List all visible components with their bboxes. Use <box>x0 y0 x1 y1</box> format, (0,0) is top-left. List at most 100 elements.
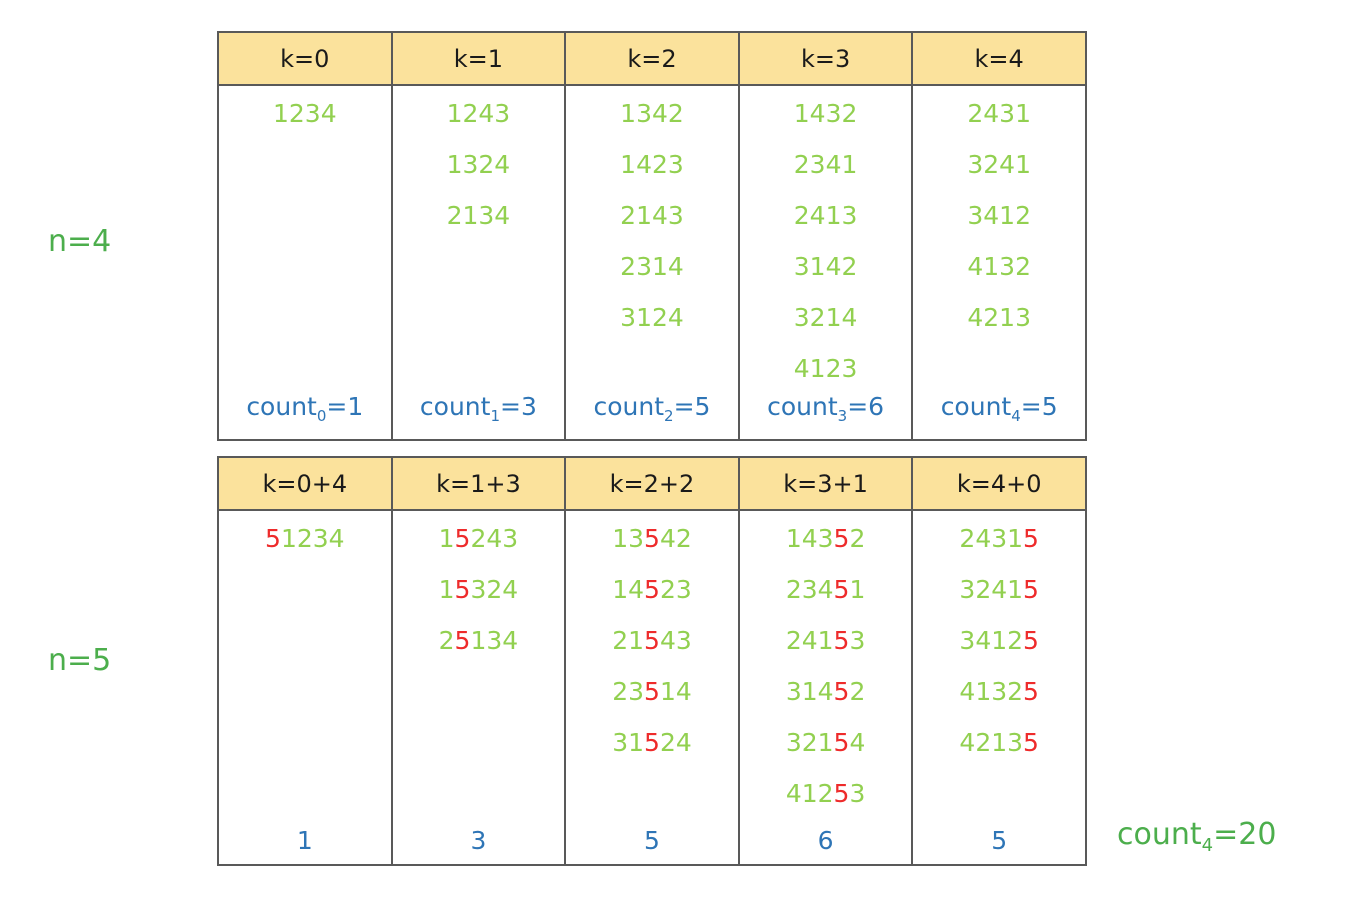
inserted-digit: 5 <box>833 677 850 706</box>
digit: 2 <box>785 575 802 604</box>
header-row: k=0+4 k=1+3 k=2+2 k=3+1 k=4+0 <box>219 458 1085 511</box>
header-row: k=0 k=1 k=2 k=3 k=4 <box>219 33 1085 86</box>
count-value: =6 <box>847 392 885 421</box>
digit: 1 <box>801 677 818 706</box>
permutation-entry: 15324 <box>393 575 565 605</box>
permutation-entry: 1324 <box>446 150 511 179</box>
count-value: =5 <box>1020 392 1058 421</box>
digit: 3 <box>959 626 976 655</box>
digit: 2 <box>612 677 629 706</box>
digit: 1 <box>438 575 455 604</box>
digit: 2 <box>801 728 818 757</box>
inserted-digit: 5 <box>644 728 660 757</box>
permutation-entry: 2134 <box>446 201 511 230</box>
total-count-value: =20 <box>1213 817 1277 852</box>
digit: 3 <box>628 677 645 706</box>
count-base: count <box>419 392 491 421</box>
digit: 3 <box>612 728 629 757</box>
digit: 2 <box>975 728 992 757</box>
digit: 3 <box>801 575 818 604</box>
digit: 3 <box>959 575 976 604</box>
digit: 3 <box>849 626 866 655</box>
inserted-digit: 5 <box>265 524 281 553</box>
digit: 4 <box>801 524 818 553</box>
inserted-digit: 5 <box>644 524 660 553</box>
permutation-entry: 3142 <box>793 252 858 281</box>
count-value: 5 <box>991 826 1008 855</box>
digit: 4 <box>817 677 834 706</box>
permutation-entry: 3412 <box>967 201 1031 230</box>
digit: 4 <box>785 779 802 808</box>
digit: 3 <box>817 524 834 553</box>
count-label: count2=5 <box>566 392 738 431</box>
digit: 4 <box>975 626 992 655</box>
inserted-digit: 5 <box>833 779 850 808</box>
digit: 3 <box>785 677 802 706</box>
permutation-entry: 14523 <box>566 575 738 605</box>
header-cell-k4-plus-0: k=4+0 <box>956 469 1042 498</box>
inserted-digit: 5 <box>644 575 660 604</box>
count-base: count <box>246 392 317 421</box>
total-count-base: count <box>1117 817 1202 852</box>
count-label: count0=1 <box>219 392 391 431</box>
digit: 4 <box>801 626 818 655</box>
column-k2-plus-2: 5 13542 14523 21543 23514 31524 <box>566 511 740 866</box>
digit: 3 <box>991 524 1008 553</box>
header-cell-k0-plus-4: k=0+4 <box>219 458 393 509</box>
digit: 1 <box>1007 524 1024 553</box>
column-k4-plus-0: 5 24315 32415 34125 41325 42135 <box>913 511 1085 866</box>
count-value: =1 <box>326 392 364 421</box>
count-value: 6 <box>817 826 834 855</box>
permutation-entry: 2143 <box>620 201 684 230</box>
permutation-entry: 4213 <box>967 303 1031 332</box>
digit: 2 <box>659 728 676 757</box>
digit: 4 <box>817 575 834 604</box>
permutation-entry: 23451 <box>740 575 912 605</box>
inserted-digit: 5 <box>454 575 471 604</box>
digit: 1 <box>659 677 676 706</box>
digit: 2 <box>612 626 629 655</box>
digit: 4 <box>502 575 519 604</box>
permutation-entry: 13542 <box>566 524 738 554</box>
column-k0-plus-4: 1 51234 <box>219 511 393 866</box>
digit: 3 <box>675 626 692 655</box>
digit: 2 <box>296 524 313 553</box>
inserted-digit: 5 <box>1023 524 1039 553</box>
digit: 2 <box>785 626 802 655</box>
total-count: count4=20 <box>1117 817 1276 856</box>
column-k0: count0=1 1234 <box>219 86 393 441</box>
digit: 3 <box>486 626 503 655</box>
digit: 4 <box>659 626 676 655</box>
digit: 2 <box>1007 626 1024 655</box>
digit: 3 <box>675 575 692 604</box>
count-value: 3 <box>470 826 487 855</box>
column-k4: count4=5 2431 3241 3412 4132 4213 <box>913 86 1085 441</box>
inserted-digit: 5 <box>454 626 471 655</box>
column-k3-plus-1: 6 14352 23451 24153 31452 32154 41253 <box>740 511 914 866</box>
digit: 4 <box>849 728 866 757</box>
digit: 1 <box>991 626 1008 655</box>
count-subscript: 2 <box>664 407 674 425</box>
digit: 3 <box>502 524 519 553</box>
header-cell-k2: k=2 <box>566 33 740 84</box>
digit: 1 <box>628 728 645 757</box>
count-subscript: 3 <box>837 407 848 425</box>
permutation-entry: 23514 <box>566 677 738 707</box>
digit: 1 <box>975 677 992 706</box>
permutation-entry: 32154 <box>740 728 912 758</box>
count-value: 1 <box>296 826 313 855</box>
digit: 4 <box>959 728 976 757</box>
header-cell-k3-plus-1: k=3+1 <box>740 458 914 509</box>
permutation-entry: 1423 <box>620 150 684 179</box>
count-subscript: 4 <box>1011 407 1021 425</box>
digit: 2 <box>438 626 455 655</box>
digit: 1 <box>801 779 818 808</box>
permutation-table-n5: k=0+4 k=1+3 k=2+2 k=3+1 k=4+0 1 51234 3 … <box>217 456 1087 866</box>
digit: 4 <box>991 575 1008 604</box>
digit: 2 <box>659 575 676 604</box>
inserted-digit: 5 <box>454 524 471 553</box>
digit: 1 <box>817 626 834 655</box>
total-count-subscript: 4 <box>1201 835 1214 856</box>
digit: 4 <box>675 728 692 757</box>
digit: 4 <box>328 524 345 553</box>
